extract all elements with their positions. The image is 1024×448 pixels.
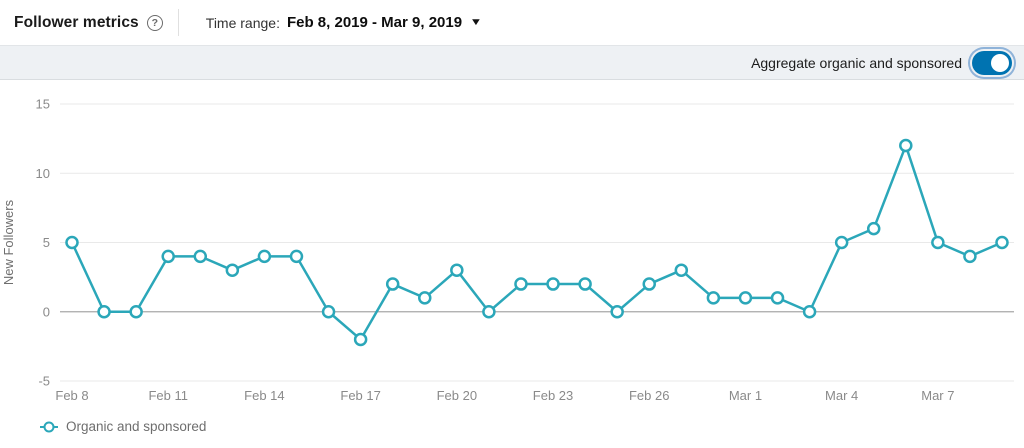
data-point[interactable] bbox=[450, 263, 464, 277]
x-tick-label: Feb 26 bbox=[629, 388, 669, 403]
follower-chart-svg: 15 10 5 0 -5 Feb 8 Feb 11 Feb 14 Feb 17 Feb 20 Feb… bbox=[1, 97, 1014, 403]
y-tick-label: 10 bbox=[36, 166, 50, 181]
data-point[interactable] bbox=[385, 277, 400, 291]
data-point[interactable] bbox=[642, 277, 656, 291]
data-point[interactable] bbox=[738, 291, 753, 305]
legend-marker-icon bbox=[40, 421, 58, 432]
x-tick-label: Feb 23 bbox=[533, 388, 573, 403]
data-point[interactable] bbox=[834, 235, 849, 250]
data-point[interactable] bbox=[514, 277, 528, 291]
data-point[interactable] bbox=[674, 263, 689, 277]
data-point[interactable] bbox=[899, 138, 913, 153]
time-range-value: Feb 8, 2019 - Mar 9, 2019 bbox=[286, 14, 463, 31]
aggregate-toggle-label: Aggregate organic and sponsored bbox=[751, 54, 962, 71]
data-point[interactable] bbox=[321, 305, 336, 319]
data-point[interactable] bbox=[770, 291, 785, 305]
y-axis-label: New Followers bbox=[1, 199, 16, 285]
data-point[interactable] bbox=[610, 305, 624, 319]
time-range-dropdown[interactable]: Time range: Feb 8, 2019 - Mar 9, 2019 ▼ bbox=[205, 14, 483, 31]
data-point[interactable] bbox=[866, 221, 881, 236]
y-tick-label: 0 bbox=[43, 304, 50, 319]
data-point[interactable] bbox=[257, 249, 272, 264]
data-point[interactable] bbox=[931, 235, 945, 250]
data-point[interactable] bbox=[482, 305, 496, 319]
x-tick-label: Feb 11 bbox=[148, 388, 188, 403]
data-point[interactable] bbox=[802, 305, 817, 319]
help-icon[interactable]: ? bbox=[146, 14, 163, 31]
data-point[interactable] bbox=[193, 249, 208, 264]
data-point[interactable] bbox=[97, 305, 111, 319]
x-tick-label: Mar 4 bbox=[825, 388, 858, 403]
data-point[interactable] bbox=[418, 291, 432, 305]
header: Follower metrics ? Time range: Feb 8, 20… bbox=[0, 0, 1024, 45]
data-point[interactable] bbox=[995, 235, 1009, 250]
y-tick-label: 15 bbox=[36, 97, 50, 112]
legend-label: Organic and sponsored bbox=[66, 419, 207, 434]
time-range-label: Time range: bbox=[205, 14, 280, 31]
data-point[interactable] bbox=[578, 277, 592, 291]
x-tick-label: Feb 20 bbox=[437, 388, 477, 403]
follower-chart: 15 10 5 0 -5 Feb 8 Feb 11 Feb 14 Feb 17 Feb 20 Feb… bbox=[0, 80, 1024, 410]
data-point[interactable] bbox=[706, 291, 721, 305]
toolbar: Aggregate organic and sponsored bbox=[0, 45, 1024, 80]
x-tick-label: Mar 1 bbox=[729, 388, 762, 403]
chevron-down-icon: ▼ bbox=[469, 17, 483, 28]
y-tick-label: -5 bbox=[38, 374, 50, 389]
data-point[interactable] bbox=[546, 277, 560, 291]
data-point[interactable] bbox=[353, 332, 368, 347]
page-title: Follower metrics bbox=[14, 13, 139, 31]
toggle-knob-icon bbox=[991, 53, 1009, 72]
data-point[interactable] bbox=[225, 263, 240, 277]
data-point[interactable] bbox=[129, 305, 143, 319]
x-tick-label: Mar 7 bbox=[921, 388, 954, 403]
legend: Organic and sponsored bbox=[39, 419, 206, 434]
x-tick-label: Feb 14 bbox=[244, 388, 284, 403]
data-point[interactable] bbox=[161, 249, 175, 264]
x-tick-label: Feb 17 bbox=[340, 388, 380, 403]
x-tick-label: Feb 8 bbox=[55, 388, 88, 403]
y-tick-label: 5 bbox=[43, 235, 50, 250]
data-point[interactable] bbox=[65, 235, 79, 250]
data-point[interactable] bbox=[289, 249, 304, 264]
data-point[interactable] bbox=[963, 249, 977, 264]
header-divider bbox=[177, 9, 179, 36]
aggregate-toggle[interactable] bbox=[972, 50, 1012, 75]
